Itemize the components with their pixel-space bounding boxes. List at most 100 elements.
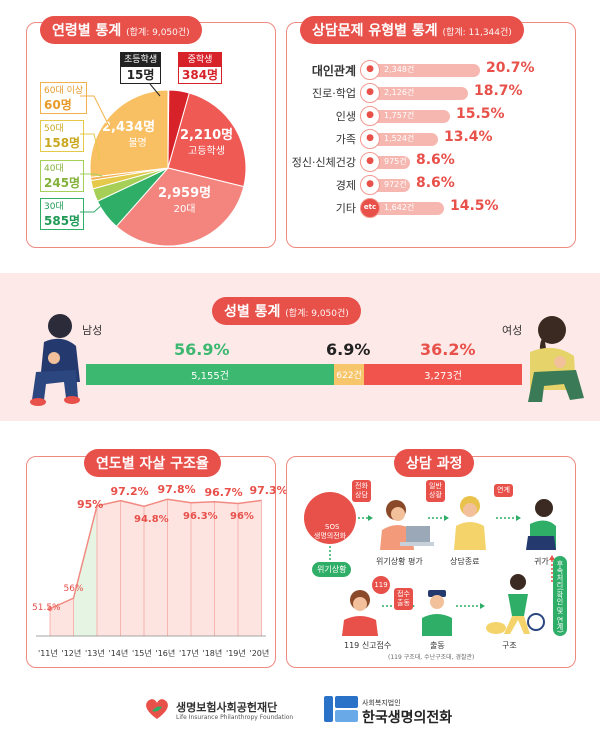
gender-bar-female: 3,273건 bbox=[364, 364, 522, 385]
rescue-x-tick: '11년 bbox=[38, 649, 58, 658]
counsel-row-bar bbox=[360, 87, 468, 100]
counsel-row-count: 2,126건 bbox=[384, 88, 415, 97]
age-label-20s: 2,959명 20대 bbox=[158, 186, 211, 218]
step-assess: 위기상황 평가 bbox=[376, 557, 423, 566]
end-figure-icon bbox=[454, 496, 486, 550]
age-30-name: 30대 bbox=[44, 202, 64, 212]
age-leader-lines bbox=[80, 83, 161, 213]
counsel-row-pct: 14.5% bbox=[450, 198, 499, 214]
rescue-line-chart bbox=[36, 498, 266, 637]
counsel-row-count: 2,348건 bbox=[384, 65, 415, 74]
age-50-value: 158명 bbox=[44, 136, 81, 150]
age-30-value: 585명 bbox=[44, 214, 81, 228]
age-elem-value: 15명 bbox=[126, 68, 155, 82]
rescue-value-label: 94.8% bbox=[134, 514, 169, 526]
age-mid-value: 384명 bbox=[182, 68, 219, 82]
counsel-row-pct: 8.6% bbox=[416, 152, 455, 168]
counsel-title-pill: 상담문제 유형별 통계 (합계: 11,344건) bbox=[300, 16, 524, 44]
gender-total: (합계: 9,050건) bbox=[285, 309, 349, 319]
counsel-row-count: 975건 bbox=[384, 157, 407, 166]
family-icon: ● bbox=[360, 129, 380, 149]
process-arrows bbox=[329, 515, 555, 609]
counsel-row-bar bbox=[360, 110, 450, 123]
counsel-row-count: 1,757건 bbox=[384, 111, 415, 120]
rescue-x-tick: '20년 bbox=[249, 649, 270, 658]
age-title: 연령별 통계 bbox=[52, 23, 122, 39]
counsel-row-pct: 15.5% bbox=[456, 106, 505, 122]
tag-phone-counsel: 전화 상담 bbox=[352, 480, 371, 502]
counsel-row-pct: 20.7% bbox=[486, 60, 535, 76]
badge-119: 119 bbox=[372, 576, 390, 594]
age-unknown-value: 2,434명 bbox=[102, 120, 156, 135]
gender-title: 성별 통계 bbox=[224, 304, 281, 320]
operator-figure-icon bbox=[342, 590, 378, 636]
age-20s-name: 20대 bbox=[173, 204, 196, 215]
gender-title-pill: 성별 통계 (합계: 9,050건) bbox=[212, 297, 361, 325]
age-unknown-name: 불명 bbox=[128, 138, 147, 149]
age-40-name: 40대 bbox=[44, 164, 64, 174]
counsel-row-name: 가족 bbox=[335, 133, 356, 146]
rescue-line bbox=[49, 498, 262, 610]
rescue-value-label: 97.2% bbox=[110, 484, 149, 498]
counsel-row-name: 경제 bbox=[335, 179, 356, 192]
crisis-label: 위기상황 bbox=[317, 565, 347, 574]
counsel-title: 상담문제 유형별 통계 bbox=[312, 23, 438, 39]
counsel-row: 가족 ● 1,524건 13.4% bbox=[284, 129, 574, 149]
counsel-row-name: 인생 bbox=[335, 110, 356, 123]
rescue-x-tick: '12년 bbox=[61, 649, 82, 658]
counsel-row: 정신·신체건강 ● 975건 8.6% bbox=[284, 152, 574, 172]
gender-bar-unknown: 622건 bbox=[334, 364, 365, 385]
lifeline-name: 한국생명의전화 bbox=[362, 710, 453, 726]
rescue-value-label: 51.5% bbox=[32, 602, 61, 613]
rescue-value-label: 95% bbox=[77, 497, 104, 511]
pie-slice bbox=[115, 167, 245, 247]
lifeline-logo-icon bbox=[324, 696, 358, 722]
counsel-row-name: 기타 bbox=[335, 202, 356, 215]
counsel-row-count: 972건 bbox=[384, 180, 407, 189]
age-elem-name: 초등학생 bbox=[121, 53, 161, 67]
process-title: 상담 과정 bbox=[406, 456, 463, 472]
heart-icon: ● bbox=[360, 106, 380, 126]
tag-dispatch: 접수 출동 bbox=[394, 588, 413, 610]
age-20s-value: 2,959명 bbox=[158, 186, 212, 201]
age-label-elementary: 초등학생 15명 bbox=[120, 52, 162, 84]
counsel-row: 기타 etc 1,642건 14.5% bbox=[284, 198, 574, 218]
age-label-middle: 중학생 384명 bbox=[178, 52, 223, 84]
male-count: 5,155건 bbox=[191, 371, 229, 382]
counsel-row: 대인관계 ● 2,348건 20.7% bbox=[284, 60, 574, 80]
counsel-row-count: 1,642건 bbox=[384, 203, 415, 212]
process-title-pill: 상담 과정 bbox=[394, 449, 475, 477]
rescue-value-label: 97.8% bbox=[157, 483, 196, 497]
counsel-row-name: 정신·신체건강 bbox=[291, 156, 356, 169]
age-high-name: 고등학생 bbox=[188, 146, 225, 157]
rescue-value-label: 56% bbox=[63, 584, 84, 595]
age-label-60s: 60대 이상 60명 bbox=[40, 82, 88, 114]
home-figure-icon bbox=[526, 499, 556, 550]
male-label: 남성 bbox=[82, 324, 103, 337]
counselor-figure-icon bbox=[380, 500, 434, 550]
rescue-x-tick: '18년 bbox=[202, 649, 223, 658]
police-figure-icon bbox=[422, 590, 452, 636]
age-label-unknown: 2,434명 불명 bbox=[102, 120, 155, 152]
age-40-value: 245명 bbox=[44, 176, 81, 190]
foundation-name: 생명보험사회공헌재단 bbox=[176, 701, 278, 714]
counsel-row: 진로·학업 ● 2,126건 18.7% bbox=[284, 83, 574, 103]
male-pct: 56.9% bbox=[174, 340, 230, 359]
rescue-x-tick: '17년 bbox=[179, 649, 199, 658]
rescue-title: 연도별 자살 구조율 bbox=[96, 456, 209, 472]
counsel-row-name: 진로·학업 bbox=[312, 87, 356, 100]
step-end: 상담종료 bbox=[450, 557, 480, 566]
counsel-row-bar bbox=[360, 202, 444, 215]
tag-link: 연계 bbox=[494, 484, 513, 497]
rescue-value-label: 96% bbox=[230, 511, 254, 523]
gender-bar: 5,155건 622건 3,273건 bbox=[86, 364, 522, 385]
coin-icon: ● bbox=[360, 175, 380, 195]
counsel-row: 인생 ● 1,757건 15.5% bbox=[284, 106, 574, 126]
age-60-name: 60대 이상 bbox=[44, 86, 84, 96]
counsel-total: (합계: 11,344건) bbox=[442, 28, 512, 38]
age-50-name: 50대 bbox=[44, 124, 64, 134]
gender-bar-male: 5,155건 bbox=[86, 364, 335, 385]
age-total: (합계: 9,050건) bbox=[126, 28, 190, 38]
age-label-30s: 30대 585명 bbox=[40, 198, 85, 230]
age-pie-chart bbox=[89, 89, 247, 247]
